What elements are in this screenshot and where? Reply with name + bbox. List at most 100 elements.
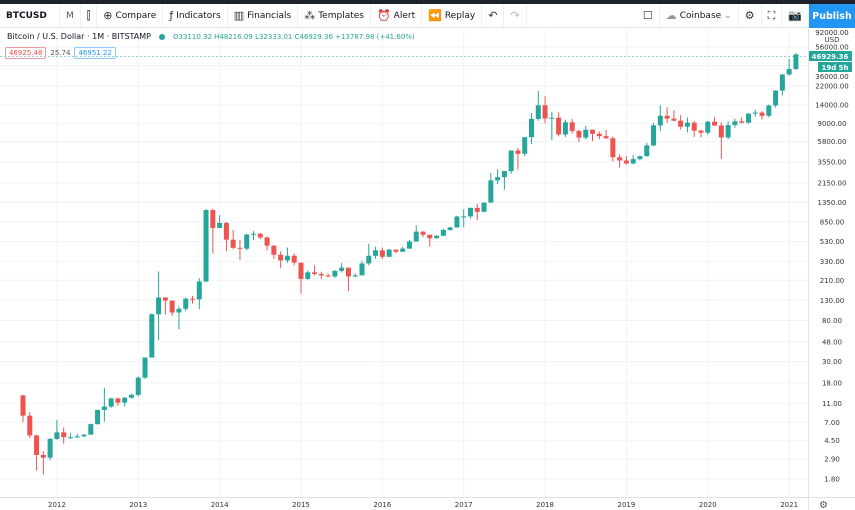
candle-body [386,249,392,257]
replay-button[interactable]: ⏪ Replay [422,4,483,27]
candle-body [196,281,202,300]
settings-button[interactable]: ⚙ [739,4,762,27]
candle-2013-09 [190,295,195,304]
candle-2019-06 [657,105,663,131]
candle-body [623,160,629,164]
financials-button[interactable]: ▥ Financials [228,4,299,27]
candle-2013-02 [142,357,148,379]
time-tick-label: 2018 [536,501,554,509]
cloud-icon: ☁ [665,9,677,22]
candle-body [101,406,107,410]
alert-button[interactable]: ⏰ Alert [371,4,423,27]
candle-body [434,235,440,239]
compare-button[interactable]: ⊕ Compare [97,4,164,27]
candle-2019-12 [698,129,704,138]
candle-2013-05 [162,297,168,315]
fullscreen-button[interactable]: ⛶ [762,4,783,27]
indicators-button[interactable]: ƒ Indicators [163,4,228,27]
candle-body [549,117,555,119]
time-tick-label: 2021 [780,501,798,509]
candle-body [427,234,433,239]
candle-body [135,377,141,395]
price-tick-label: 330.00 [820,258,845,266]
snapshot-button[interactable]: 📷 [782,4,809,27]
candle-body [20,395,26,416]
high-value: H48216.09 [214,32,253,41]
candle-body [752,112,758,114]
candle-2021-01 [786,59,792,76]
close-value: C46929.36 [294,32,333,41]
candle-2019-05 [651,122,657,147]
interval-button[interactable]: M [60,4,81,27]
candles [20,53,799,475]
candle-2017-10 [522,137,528,157]
candle-2016-06 [413,225,419,242]
candle-2019-10 [684,117,690,133]
candle-body [203,210,209,282]
chart-type-button[interactable]: ⫿ [81,4,98,27]
candle-2013-03 [149,313,155,358]
axis-settings-gear-icon[interactable]: ⚙ [819,500,828,510]
low-value: L32333.01 [255,32,293,41]
time-tick-label: 2019 [618,501,636,509]
candle-2020-04 [725,121,731,140]
candle-2015-04 [318,271,324,280]
candle-body [223,222,229,240]
candle-body [156,297,162,315]
candle-body [413,231,419,242]
candle-body [88,424,94,435]
candle-2017-05 [488,172,494,203]
templates-icon: ⁂ [304,9,316,22]
candle-body [345,267,351,277]
candle-2015-01 [298,262,304,294]
templates-button[interactable]: ⁂ Templates [298,4,371,27]
bar-chart-icon: ▥ [233,9,245,22]
candle-2011-09 [27,412,33,439]
candle-2012-04 [74,433,80,439]
time-tick-label: 2014 [211,501,229,509]
candle-body [81,434,87,437]
layout-button[interactable]: ☐ [637,4,660,27]
undo-button[interactable]: ↶ [482,4,505,27]
candle-2020-01 [705,120,711,135]
sell-price-button[interactable]: 46925.48 [5,47,47,59]
price-tick-label: 22000.00 [815,83,848,91]
candle-2014-10 [278,251,284,269]
square-icon: ☐ [642,9,653,22]
candle-body [122,397,128,403]
candle-2012-10 [115,397,121,406]
last-price-value: 46929.36 [812,53,849,61]
compare-label: Compare [115,10,157,21]
candle-2018-03 [556,112,562,137]
symbol-search-button[interactable]: BTCUSD [0,4,60,27]
price-tick-label: 92000.00 [815,29,848,37]
price-tick-label: 9000.00 [818,120,847,128]
time-tick-label: 2016 [373,501,391,509]
candle-2013-08 [183,297,189,312]
candle-body [637,156,643,160]
save-layout-button[interactable]: ☁ Coinbase ⌄ [660,4,739,27]
candle-2015-09 [352,273,358,278]
redo-button[interactable]: ↷ [504,4,527,27]
candle-body [745,113,751,123]
candle-body [610,138,616,158]
candle-body [190,298,195,300]
buy-price-button[interactable]: 46951.22 [74,47,116,59]
replay-label: Replay [444,10,476,21]
candle-body [115,398,121,403]
candle-2013-04 [156,271,162,341]
publish-button[interactable]: Publish [809,4,855,28]
price-tick-label: 48.00 [822,338,842,346]
candle-2020-07 [745,113,751,124]
candle-body [671,118,677,121]
candle-2019-04 [644,142,650,157]
candle-body [542,105,548,119]
candle-2016-09 [434,235,440,239]
candle-body [339,267,345,271]
candle-body [379,250,385,257]
candle-2012-05 [81,433,87,438]
fullscreen-icon: ⛶ [767,8,776,22]
candle-body [644,145,650,157]
candle-body [27,415,33,436]
